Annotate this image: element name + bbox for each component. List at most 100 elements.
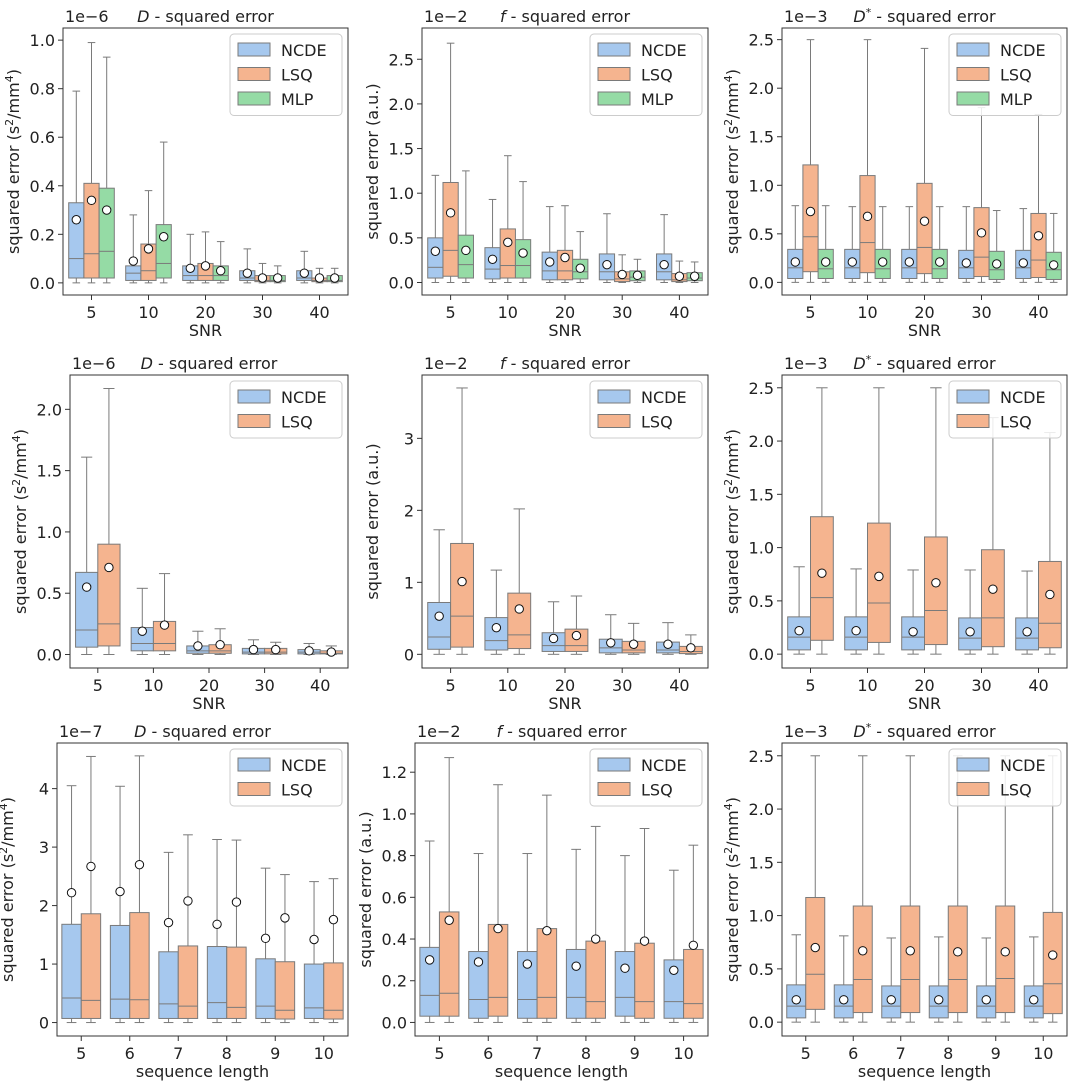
y-axis-label: squared error (s2/mm4) xyxy=(10,429,30,614)
legend-label-lsq: LSQ xyxy=(281,66,313,85)
iqr-box xyxy=(947,905,968,1014)
x-tick-label: 30 xyxy=(612,303,632,322)
mean-marker xyxy=(434,611,444,621)
x-tick-label: 30 xyxy=(971,303,991,322)
iqr-box xyxy=(614,951,636,1017)
box-lsq-30 xyxy=(264,641,288,656)
box-lsq-7 xyxy=(177,834,199,1024)
y-tick-label: 0.2 xyxy=(382,972,407,991)
mean-marker xyxy=(1022,627,1032,637)
mean-marker xyxy=(487,254,498,264)
mean-marker xyxy=(862,211,873,222)
legend-label-lsq: LSQ xyxy=(641,413,673,432)
mean-marker xyxy=(115,886,125,897)
box-ncde-40 xyxy=(656,622,680,655)
x-tick-label: 20 xyxy=(199,676,219,695)
mean-marker xyxy=(988,584,998,594)
iqr-box xyxy=(507,592,532,650)
mean-marker xyxy=(905,946,915,956)
x-axis-label: SNR xyxy=(548,694,581,713)
x-tick-label: 9 xyxy=(270,1044,280,1063)
y-tick-label: 3 xyxy=(404,429,414,448)
mean-marker xyxy=(457,576,467,587)
mean-marker xyxy=(66,888,77,898)
legend-label-mlp: MLP xyxy=(281,90,314,109)
x-axis-label: sequence length xyxy=(858,1062,991,1081)
mean-marker xyxy=(248,644,259,655)
mean-marker xyxy=(931,578,941,588)
y-tick-label: 2 xyxy=(39,897,49,916)
iqr-box xyxy=(859,175,876,274)
mean-marker xyxy=(328,914,339,925)
box-ncde-40 xyxy=(656,214,673,283)
scale-factor: 1e−6 xyxy=(65,7,109,26)
x-tick-label: 10 xyxy=(857,676,877,695)
legend: NCDE LSQ xyxy=(229,380,343,439)
mean-marker xyxy=(314,273,325,283)
mean-marker xyxy=(953,947,963,957)
y-tick-label: 2.5 xyxy=(749,379,774,398)
iqr-box xyxy=(129,912,150,1019)
mean-marker xyxy=(518,248,528,258)
box-ncde-8 xyxy=(565,848,587,1023)
legend: NCDE LSQ MLP xyxy=(229,33,343,116)
iqr-box xyxy=(427,237,444,279)
x-axis-label: SNR xyxy=(189,321,222,340)
y-tick-label: 0.0 xyxy=(389,273,414,292)
box-lsq-20 xyxy=(197,231,214,284)
box-ncde-10 xyxy=(844,568,869,655)
box-lsq-20 xyxy=(916,47,933,283)
chart-title: f - squared error xyxy=(496,722,626,741)
mean-marker xyxy=(858,946,868,956)
mean-marker xyxy=(790,257,800,267)
x-tick-label: 7 xyxy=(173,1044,183,1063)
mean-marker xyxy=(137,626,147,636)
plot-frame xyxy=(56,742,349,1037)
iqr-box xyxy=(427,601,452,650)
panel-2: 0.0 0.5 1.0 1.5 2.0 2.5 5 10 20 30 40 SNR squared er… xyxy=(363,7,709,340)
mean-marker xyxy=(200,261,211,271)
box-ncde-5 xyxy=(787,566,812,655)
box-lsq-5 xyxy=(80,755,102,1024)
x-tick-label: 40 xyxy=(669,303,689,322)
box-ncde-5 xyxy=(427,529,452,655)
iqr-box xyxy=(98,187,115,279)
box-mlp-20 xyxy=(931,206,948,283)
iqr-box xyxy=(97,543,121,647)
mean-marker xyxy=(183,896,193,906)
iqr-box xyxy=(274,961,296,1020)
x-tick-label: 8 xyxy=(222,1044,232,1063)
y-tick-label: 2.0 xyxy=(749,800,774,819)
box-lsq-5 xyxy=(83,42,100,284)
y-tick-label: 1.0 xyxy=(30,31,55,50)
box-mlp-30 xyxy=(629,258,646,283)
y-tick-label: 2.0 xyxy=(37,400,62,419)
x-axis-label: SNR xyxy=(908,694,941,713)
box-lsq-5 xyxy=(805,755,826,1023)
x-tick-label: 10 xyxy=(143,676,163,695)
mean-marker xyxy=(159,232,169,242)
y-tick-label: 0.4 xyxy=(30,177,55,196)
y-axis-label: squared error (s2/mm4) xyxy=(0,797,17,982)
x-tick-label: 6 xyxy=(483,1044,493,1063)
mean-marker xyxy=(86,861,96,872)
x-tick-label: 40 xyxy=(669,676,689,695)
panel-1: 0.0 0.2 0.4 0.6 0.8 1.0 5 10 20 30 40 SNR squared er… xyxy=(3,7,349,340)
box-lsq-30 xyxy=(614,254,631,283)
box-ncde-20 xyxy=(901,206,918,283)
box-mlp-10 xyxy=(874,206,891,283)
y-tick-label: 1.5 xyxy=(749,853,774,872)
box-lsq-5 xyxy=(438,757,460,1023)
x-tick-label: 40 xyxy=(309,303,329,322)
mean-marker xyxy=(304,646,314,656)
x-tick-label: 10 xyxy=(138,303,158,322)
mean-marker xyxy=(620,963,630,973)
mean-marker xyxy=(976,228,987,238)
box-ncde-40 xyxy=(296,250,313,284)
legend-label-lsq: LSQ xyxy=(641,781,673,800)
mean-marker xyxy=(688,940,699,950)
box-lsq-40 xyxy=(1030,113,1047,283)
mean-marker xyxy=(965,627,975,637)
box-ncde-10 xyxy=(484,198,501,283)
mean-marker xyxy=(590,934,601,944)
